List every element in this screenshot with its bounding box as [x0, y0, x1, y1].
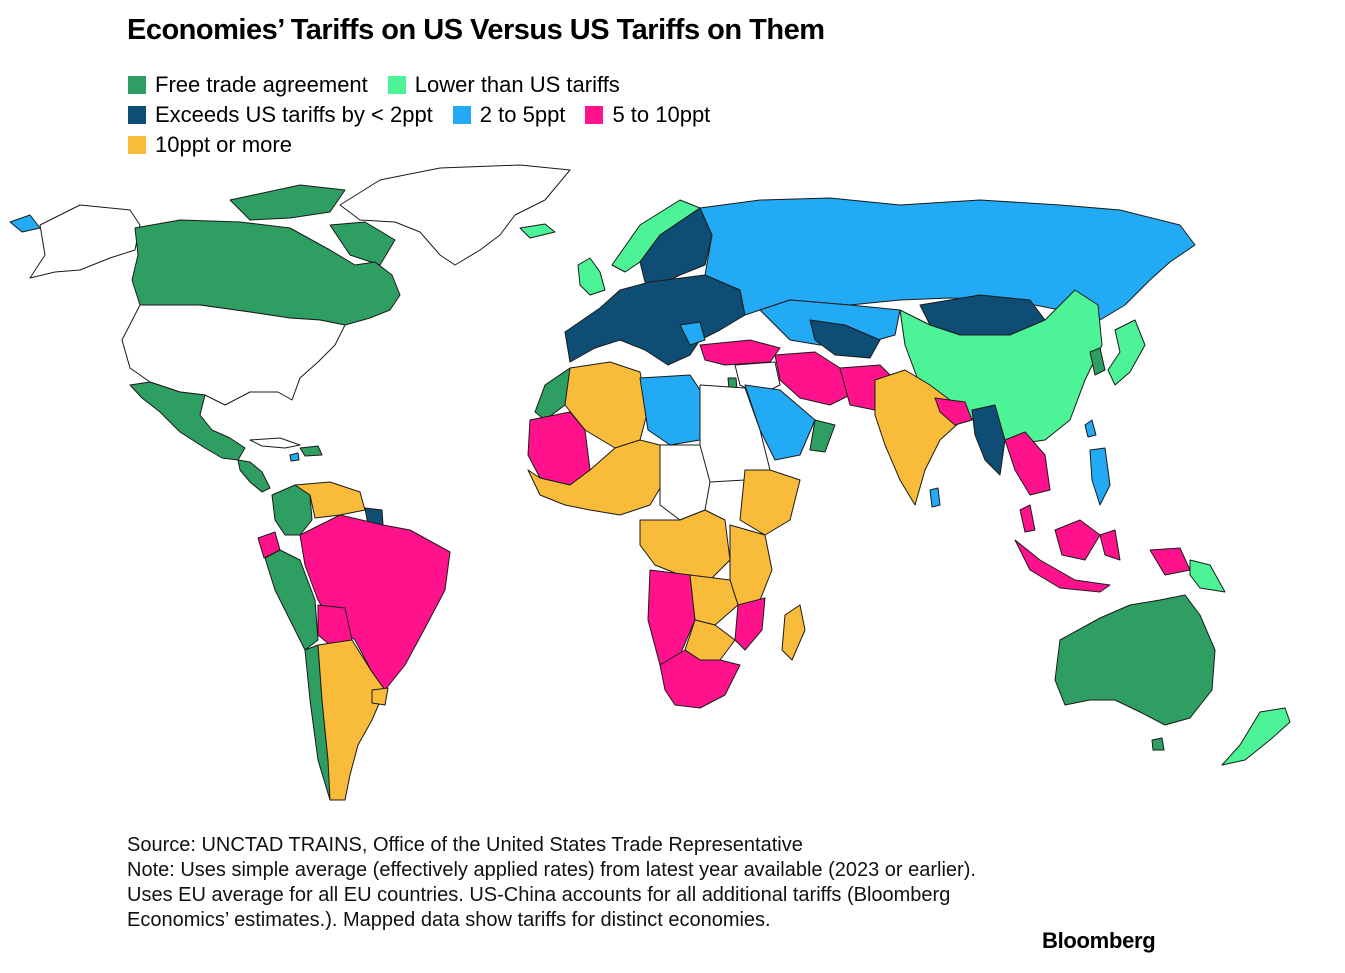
- region-turkey: [699, 339, 781, 366]
- legend-swatch-10ppt-plus: [128, 136, 146, 154]
- region-argentina: [317, 639, 386, 801]
- legend: Free trade agreement Lower than US tarif…: [128, 70, 888, 160]
- legend-item-2-5ppt: 2 to 5ppt: [452, 100, 566, 130]
- world-map: [0, 160, 1345, 825]
- region-korea: [1089, 347, 1106, 376]
- region-malaysia: [1019, 504, 1036, 533]
- region-congo: [639, 509, 731, 581]
- region-oman: [809, 419, 836, 453]
- region-myanmar: [971, 404, 1006, 476]
- region-madagascar: [781, 604, 806, 661]
- region-eu: [564, 274, 746, 366]
- legend-label-2-5ppt: 2 to 5ppt: [479, 102, 566, 127]
- region-new-zealand: [1221, 707, 1291, 766]
- legend-item-lower: Lower than US tariffs: [387, 70, 620, 100]
- region-central-asia: [809, 319, 881, 359]
- region-central-africa-white: [659, 444, 711, 521]
- region-peru: [264, 549, 319, 651]
- legend-row-1: Free trade agreement Lower than US tarif…: [128, 70, 888, 100]
- source-text: Source: UNCTAD TRAINS, Office of the Uni…: [127, 834, 803, 856]
- region-indonesia: [1014, 539, 1111, 593]
- region-hispaniola: [299, 445, 323, 457]
- legend-swatch-lower: [387, 76, 406, 94]
- region-cuba: [249, 437, 301, 449]
- legend-swatch-2-5ppt: [452, 106, 471, 124]
- region-canada-arctic: [229, 184, 346, 221]
- region-iran: [774, 351, 851, 406]
- region-mozambique: [734, 597, 766, 651]
- region-japan: [1107, 319, 1146, 386]
- region-greenland: [339, 164, 571, 266]
- legend-label-lower: Lower than US tariffs: [414, 72, 620, 97]
- world-map-svg: [9, 164, 1291, 801]
- region-australia: [1054, 594, 1216, 726]
- region-east-africa: [729, 524, 773, 606]
- region-indochina: [1004, 431, 1051, 496]
- region-south-africa: [659, 649, 741, 709]
- legend-item-under-2ppt: Exceeds US tariffs by < 2ppt: [128, 100, 433, 130]
- region-balkans: [679, 321, 706, 346]
- region-uruguay: [371, 687, 389, 706]
- region-libya: [639, 374, 701, 446]
- footer-notes: Source: UNCTAD TRAINS, Office of the Uni…: [127, 833, 1007, 933]
- region-caribbean-blue: [289, 452, 300, 462]
- note-text: Note: Uses simple average (effectively a…: [127, 859, 976, 931]
- region-mexico: [129, 381, 246, 461]
- legend-label-5-10ppt: 5 to 10ppt: [612, 102, 711, 127]
- legend-item-free-trade: Free trade agreement: [128, 70, 368, 100]
- region-new-guinea-west: [1149, 547, 1191, 576]
- region-venezuela: [294, 481, 366, 519]
- region-zambia: [689, 574, 739, 626]
- legend-label-under-2ppt: Exceeds US tariffs by < 2ppt: [155, 102, 433, 127]
- legend-row-2: Exceeds US tariffs by < 2ppt 2 to 5ppt 5…: [128, 100, 888, 130]
- legend-swatch-free-trade: [128, 76, 146, 94]
- legend-row-3: 10ppt or more: [128, 130, 888, 160]
- region-sulawesi: [1099, 529, 1121, 561]
- legend-label-10ppt-plus: 10ppt or more: [155, 132, 292, 157]
- region-alaska: [29, 204, 141, 279]
- bloomberg-logo: Bloomberg: [1042, 928, 1156, 953]
- region-taiwan: [1084, 419, 1097, 438]
- region-horn-africa: [739, 469, 801, 536]
- region-baffin: [329, 221, 396, 266]
- region-philippines: [1089, 447, 1111, 506]
- legend-swatch-5-10ppt: [585, 106, 604, 124]
- region-alaska-island: [9, 214, 41, 233]
- region-uk: [577, 257, 606, 296]
- region-tasmania: [1151, 737, 1165, 751]
- region-central-america: [237, 459, 271, 493]
- legend-item-10ppt-plus: 10ppt or more: [128, 130, 292, 160]
- region-botswana-zim: [684, 619, 736, 661]
- chart-title: Economies’ Tariffs on US Versus US Tarif…: [127, 14, 825, 46]
- region-sri-lanka: [929, 487, 941, 508]
- region-borneo: [1054, 519, 1101, 561]
- region-nepal-bangladesh: [934, 397, 973, 426]
- legend-label-free-trade: Free trade agreement: [155, 72, 368, 97]
- legend-item-5-10ppt: 5 to 10ppt: [585, 100, 710, 130]
- legend-swatch-under-2ppt: [128, 106, 146, 124]
- region-png: [1189, 559, 1226, 593]
- region-iceland: [519, 223, 556, 239]
